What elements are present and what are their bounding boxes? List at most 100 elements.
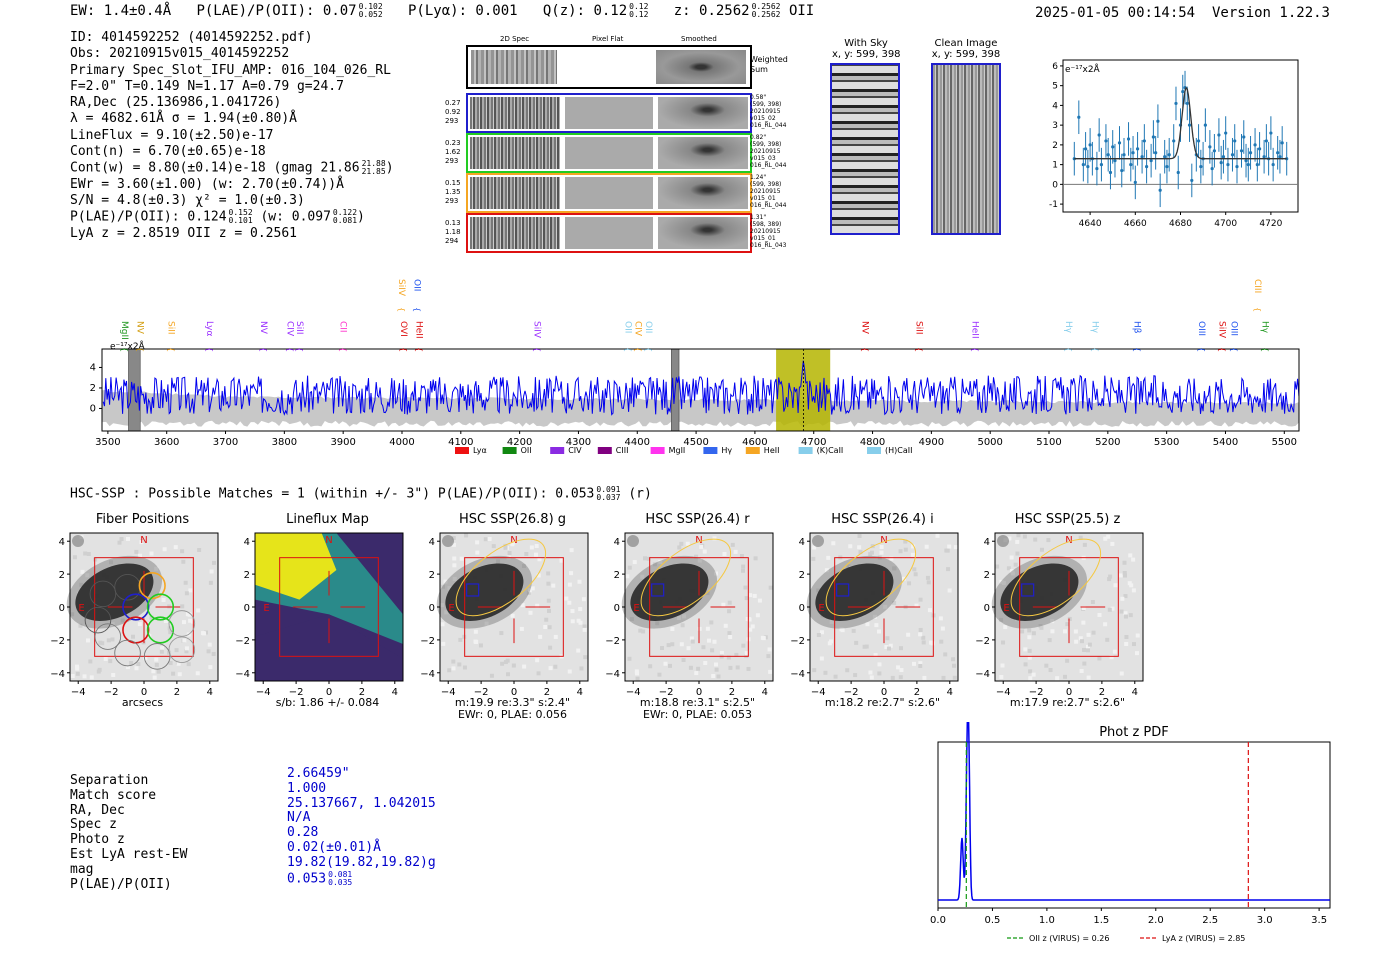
noise-pixel	[154, 662, 159, 667]
noise-pixel	[567, 669, 572, 674]
noise-pixel	[70, 612, 75, 617]
noise-pixel	[1131, 557, 1136, 562]
noise-pixel	[75, 664, 80, 669]
noise-pixel	[896, 665, 901, 670]
noise-pixel	[907, 581, 912, 586]
noise-pixel	[1065, 622, 1070, 627]
cutout-meta: 1.24"	[750, 174, 767, 181]
data-point	[1239, 149, 1244, 153]
noise-pixel	[171, 671, 176, 676]
hsc-panel-image: N E 4 2 0 −2 −4 −4 −2 0 2 4	[50, 532, 219, 698]
y-tick-label: 0	[1052, 180, 1058, 190]
corner-star	[72, 535, 84, 547]
noise-pixel	[1124, 641, 1129, 646]
noise-pixel	[735, 665, 740, 670]
noise-pixel	[744, 596, 749, 601]
noise-pixel	[1020, 629, 1025, 634]
fiber-circle	[143, 643, 171, 670]
cutout-smooth	[658, 137, 748, 169]
noise-pixel	[489, 673, 494, 678]
galaxy-halo	[806, 555, 903, 629]
cutout-stat: 293	[445, 197, 459, 205]
noise-pixel	[1119, 609, 1124, 614]
y-tick-label: 2	[614, 570, 620, 581]
plae2-lo: 0.101	[228, 216, 253, 226]
east-label: E	[448, 603, 454, 614]
noise-pixel	[451, 542, 456, 547]
data-point	[1077, 115, 1081, 119]
noise-pixel	[947, 544, 952, 549]
noise-pixel	[710, 648, 715, 653]
noise-pixel	[206, 649, 211, 654]
line-fit-plot: 6 5 4 3 2 1 0 -1 4640 4660 4680 4700 4720 e⁻¹⁷x2Å	[1049, 59, 1299, 229]
match-label: Photo z	[70, 832, 125, 848]
element-brace: {	[399, 347, 408, 352]
header-z: z: 0.2562	[673, 3, 750, 19]
element-brace: {	[412, 307, 421, 312]
match-label: RA, Dec	[70, 802, 125, 818]
contw-hi: 21.88	[361, 159, 386, 169]
data-point	[1242, 135, 1246, 139]
cutout-stat: 0.92	[445, 108, 461, 116]
header-z-hi: 0.2562	[751, 2, 781, 11]
lineflux-high	[255, 533, 337, 600]
noise-pixel	[1031, 631, 1036, 636]
noise-pixel	[922, 675, 927, 680]
noise-pixel	[447, 668, 452, 673]
cutout-flat	[565, 137, 653, 169]
noise-pixel	[947, 588, 952, 593]
noise-pixel	[697, 558, 702, 563]
fiber-circle	[114, 573, 141, 601]
noise-pixel	[168, 630, 173, 635]
noise-pixel	[694, 671, 699, 676]
match-value: 25.137667, 1.042015	[287, 795, 436, 811]
element-label: HeII	[414, 321, 424, 339]
hsc-title-suffix: (r)	[628, 486, 652, 502]
noise-pixel	[1001, 580, 1006, 585]
element-brace: {	[1229, 347, 1238, 352]
noise-pixel	[1122, 570, 1127, 575]
element-label: SiII	[294, 321, 304, 335]
noise-pixel	[520, 603, 525, 608]
noise-pixel	[853, 673, 858, 678]
legend-swatch	[867, 447, 881, 454]
plae2-mid: (w: 0.097	[260, 209, 331, 225]
element-brace: {	[861, 347, 870, 352]
element-brace: {	[1091, 347, 1100, 352]
noise-pixel	[939, 639, 944, 644]
noise-pixel	[452, 576, 457, 581]
element-brace: {	[415, 347, 424, 352]
info-line: LineFlux = 9.10(±2.50)e-17	[70, 127, 274, 143]
y-tick-label: −2	[50, 636, 65, 647]
data-point	[1097, 133, 1101, 137]
y-tick-label: 2	[429, 570, 435, 581]
data-point	[1099, 163, 1104, 167]
data-point	[1167, 153, 1171, 157]
noise-pixel	[930, 641, 935, 646]
info-sn: S/N = 4.8(±0.3) χ² = 1.0(±0.3)	[70, 192, 305, 208]
cutout-stat: 0.13	[445, 219, 461, 227]
noise-pixel	[940, 626, 945, 631]
aperture-box	[464, 557, 564, 657]
x-tick-label: 5400	[1213, 437, 1238, 448]
noise-pixel	[726, 655, 731, 660]
match-value-plae: 0.053 0.081 0.035	[287, 870, 436, 887]
noise-pixel	[522, 664, 527, 669]
noise-pixel	[534, 552, 539, 557]
full-spectrum-plot: 4 2 0 3500 3600 3700 3800 3900 4000 4100 4200 4300 4…	[90, 279, 1300, 455]
info-line: λ = 4682.61Å σ = 1.94(±0.80)Å	[70, 111, 297, 127]
noise-pixel	[767, 647, 772, 652]
header-version: Version 1.22.3	[1211, 5, 1330, 21]
noise-pixel	[195, 671, 200, 676]
x-tick-label: −2	[104, 687, 119, 698]
cutout-stat: 1.35	[445, 188, 461, 196]
noise-pixel	[1039, 625, 1044, 630]
data-point	[1253, 143, 1257, 147]
noise-pixel	[884, 644, 889, 649]
cutout-stat: 294	[445, 237, 459, 245]
noise-pixel	[161, 597, 166, 602]
noise-pixel	[183, 580, 188, 585]
noise-pixel	[641, 629, 646, 634]
cutout-row	[466, 133, 752, 173]
element-label: OII	[411, 279, 421, 291]
